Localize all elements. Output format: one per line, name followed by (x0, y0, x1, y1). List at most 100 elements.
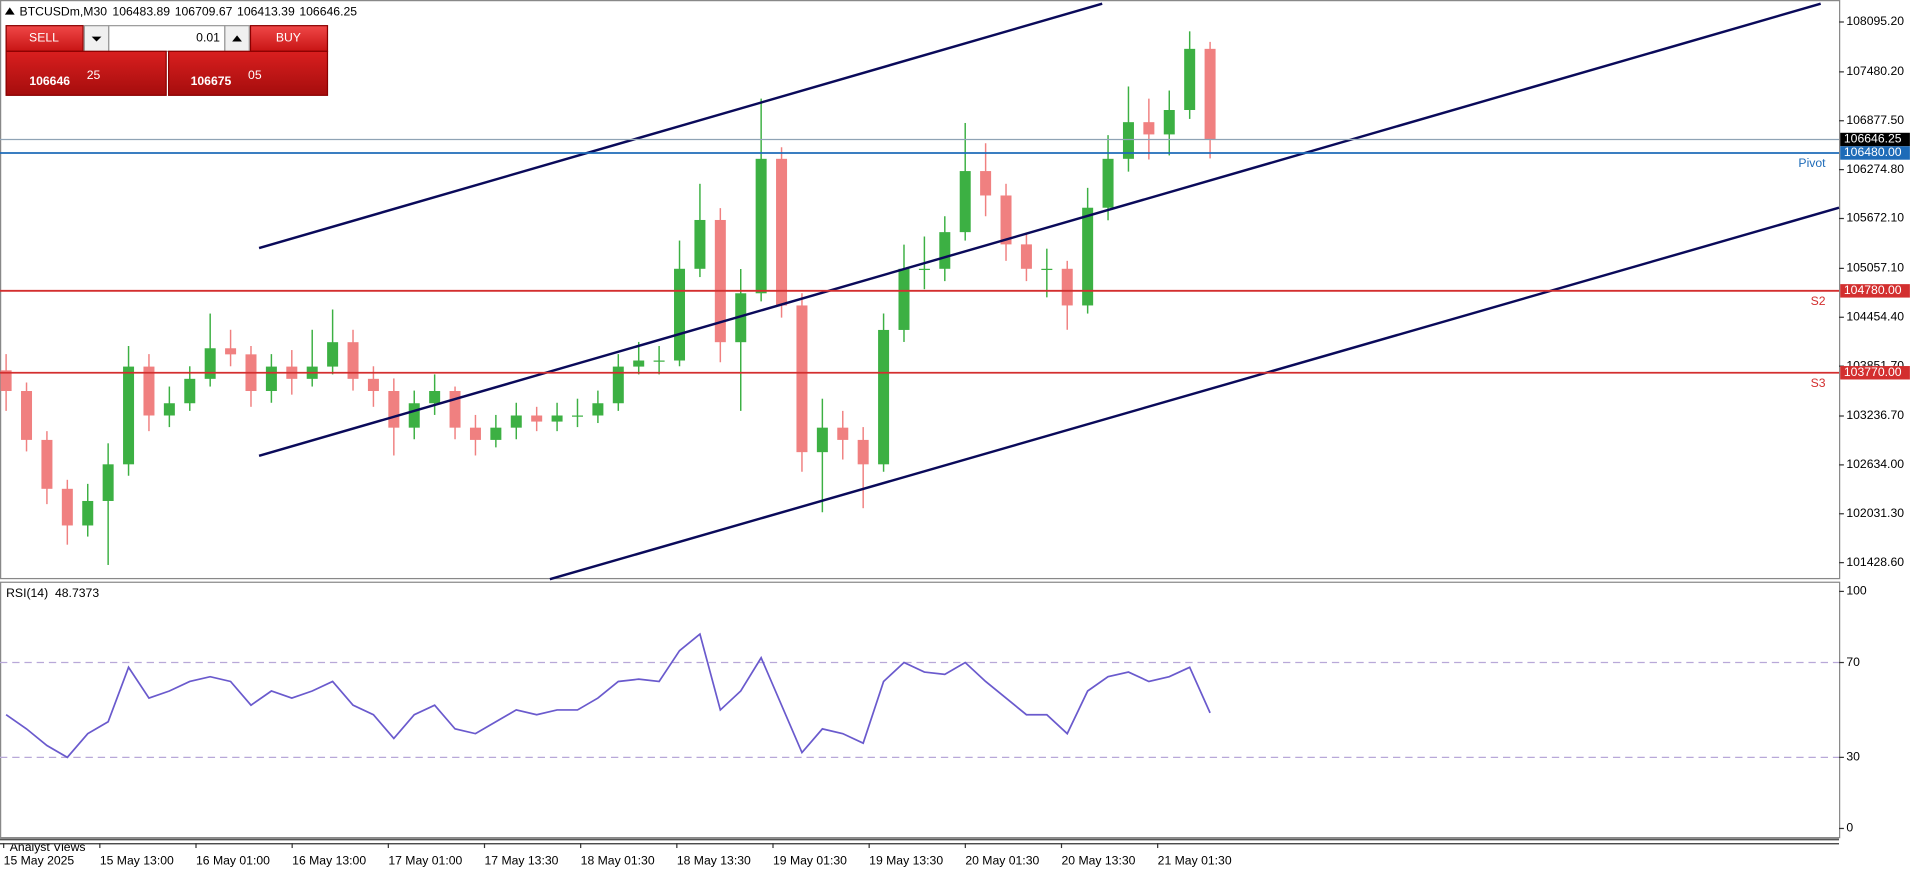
candle-body (123, 366, 135, 465)
lot-value: 0.01 (196, 31, 220, 45)
y-tick-label: 101428.60 (1846, 555, 1904, 569)
candle-body (347, 342, 359, 379)
candle-body (1163, 110, 1175, 135)
candle-body (592, 403, 604, 416)
candle-body (653, 360, 665, 362)
time-label: 16 May 13:00 (292, 854, 366, 868)
candle-body (674, 268, 686, 361)
candle-body (878, 329, 890, 465)
chart-layer: 101428.60102031.30102634.00103236.701038… (0, 14, 1904, 868)
y-tick-label: 104454.40 (1846, 309, 1904, 323)
channel-line[interactable] (258, 2, 1822, 457)
candle-body (184, 378, 196, 404)
main-panel-frame (0, 0, 1841, 580)
rsi-title: RSI(14) (6, 586, 48, 600)
candle-body (939, 232, 951, 269)
candle-body (449, 391, 461, 428)
candle-body (531, 415, 543, 422)
level-name: Pivot (1798, 156, 1826, 170)
candle-body (0, 370, 12, 392)
bid-big: 25 (87, 68, 101, 82)
candle-body (1102, 158, 1114, 208)
candle-body (82, 500, 94, 526)
sell-button[interactable] (5, 25, 84, 52)
down-arrow (91, 36, 102, 42)
time-label: 15 May 13:00 (100, 854, 174, 868)
time-label: 20 May 13:30 (1061, 854, 1135, 868)
candle-body (735, 293, 747, 343)
ask-big: 05 (248, 68, 262, 82)
level-name: S3 (1811, 376, 1826, 390)
y-tick-label: 103236.70 (1846, 408, 1904, 422)
lot-decrease[interactable] (83, 25, 110, 52)
y-tick-label: 108095.20 (1846, 14, 1904, 28)
candle-body (1020, 244, 1032, 269)
ohlc-high: 106709.67 (175, 4, 233, 18)
rsi-tick-label: 0 (1846, 821, 1853, 835)
time-label: 19 May 13:30 (869, 854, 943, 868)
time-label: 21 May 01:30 (1158, 854, 1232, 868)
y-tick-label: 107480.20 (1846, 64, 1904, 78)
sell-label: SELL (29, 31, 59, 45)
candle-body (61, 488, 73, 526)
ask-main: 106675 (191, 74, 232, 88)
rsi-tick-label: 100 (1846, 584, 1867, 598)
channel-line[interactable] (549, 206, 1840, 581)
candle-body (469, 427, 481, 440)
candle-body (551, 415, 563, 422)
candle-body (429, 391, 441, 404)
candle-body (225, 348, 237, 355)
candle-body (612, 366, 624, 404)
time-label: 15 May 2025 (4, 854, 75, 868)
candle-body (163, 403, 175, 416)
ohlc-open: 106483.89 (112, 4, 170, 18)
collapse-icon[interactable] (4, 7, 15, 15)
candle-body (490, 427, 502, 440)
price-level-label: 103770.00 (1844, 365, 1902, 379)
price-level-box (1840, 146, 1910, 160)
candle-body (41, 439, 53, 489)
candle-body (265, 366, 277, 392)
candle-body (1041, 268, 1053, 271)
candle-body (980, 171, 992, 196)
candle-body (857, 439, 869, 465)
time-label: 20 May 01:30 (965, 854, 1039, 868)
candle-body (21, 391, 33, 440)
one-click-panel: SELL 0.01 BUY 106646 25 106675 05 (5, 25, 329, 96)
candle-body (714, 219, 726, 343)
ohlc-low: 106413.39 (237, 4, 295, 18)
bid-box[interactable] (5, 50, 167, 96)
y-tick-label: 106877.50 (1846, 113, 1904, 127)
ask-box[interactable] (168, 50, 329, 96)
candle-body (327, 342, 339, 367)
price-level-label: 106646.25 (1844, 132, 1902, 146)
symbol: BTCUSDm,M30 (20, 4, 108, 18)
price-level-label: 104780.00 (1844, 283, 1902, 297)
candle-body (204, 348, 216, 379)
y-tick-label: 102634.00 (1846, 457, 1904, 471)
channel-line[interactable] (258, 2, 1103, 250)
rsi-last-value: 48.7373 (55, 586, 99, 600)
price-level-box (1840, 366, 1910, 380)
candle-body (1122, 122, 1134, 159)
candle-body (694, 219, 706, 269)
candle-body (755, 158, 767, 294)
candle-body (633, 360, 645, 367)
y-tick-label: 106274.80 (1846, 162, 1904, 176)
candle-body (102, 464, 114, 501)
buy-label: BUY (276, 31, 301, 45)
price-level-box (1840, 132, 1910, 147)
candle-body (776, 158, 788, 306)
candle-body (143, 366, 155, 416)
candle-body (1184, 48, 1196, 111)
level-name: S2 (1811, 294, 1826, 308)
candle-body (1204, 48, 1216, 140)
candle-body (388, 391, 400, 428)
up-arrow (232, 35, 242, 42)
time-label: 18 May 13:30 (677, 854, 751, 868)
candle-body (408, 403, 420, 428)
